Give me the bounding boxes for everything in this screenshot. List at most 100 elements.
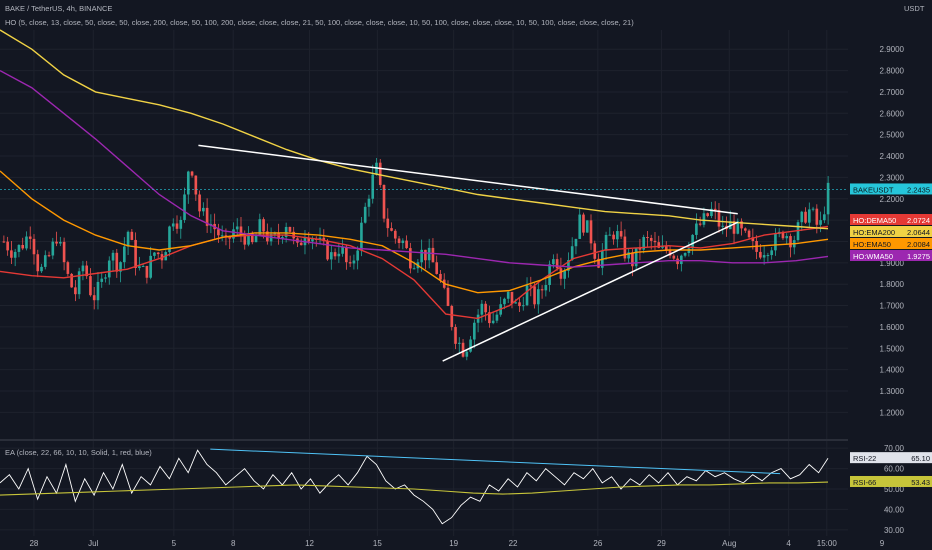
candle-body — [156, 252, 160, 255]
candle-body — [66, 262, 70, 274]
candle-body — [510, 291, 514, 304]
candle-body — [593, 243, 597, 259]
x-tick-label: 15:00 — [817, 539, 838, 548]
candle-body — [341, 246, 344, 254]
candle-body — [179, 219, 183, 229]
candle-body — [100, 278, 104, 282]
currency-label: USDT — [904, 4, 925, 13]
label-value: 2.0644 — [907, 228, 930, 237]
candle-body — [649, 237, 653, 241]
candle-body — [435, 262, 439, 274]
y-tick-label: 2.8000 — [880, 67, 905, 76]
indicator-legend[interactable]: HO (5, close, 13, close, 50, close, 50, … — [5, 18, 634, 27]
candle-body — [491, 320, 495, 324]
candle-body — [333, 252, 337, 257]
osc-y-tick-label: 30.00 — [884, 526, 905, 535]
x-tick-label: Jul — [88, 539, 98, 548]
price-label-ho-wma50: HO:WMA50 1.9275 — [850, 250, 932, 261]
candle-body — [770, 250, 773, 256]
y-tick-label: 2.4000 — [880, 152, 905, 161]
candle-body — [55, 241, 58, 244]
label-value: 2.2435 — [907, 185, 930, 194]
x-tick-label: 9 — [880, 539, 885, 548]
candle-body — [123, 246, 126, 263]
candle-body — [544, 285, 548, 291]
candle-body — [224, 235, 228, 237]
candle-body — [766, 255, 770, 257]
y-tick-label: 1.3000 — [880, 387, 905, 396]
candle-body — [74, 287, 77, 295]
candle-body — [262, 219, 265, 232]
price-label-ho-ema50: HO:EMA50 2.0084 — [850, 238, 932, 249]
price-label-rsi-66: RSI-66 53.43 — [850, 475, 932, 487]
candle-body — [360, 222, 363, 251]
rsi-66-line — [0, 481, 829, 496]
y-tick-label: 1.6000 — [880, 323, 905, 332]
candle-body — [134, 239, 137, 269]
candle-body — [521, 305, 525, 307]
label-name: HO:EMA50 — [853, 240, 891, 249]
y-tick-label: 1.4000 — [880, 366, 905, 375]
candle-body — [190, 171, 194, 176]
candle-body — [585, 220, 589, 233]
candle-body — [356, 250, 359, 261]
candle-body — [32, 238, 36, 255]
candle-body — [284, 226, 288, 238]
ascending-support-line — [442, 221, 739, 362]
candle-body — [322, 237, 326, 242]
candle-body — [488, 312, 491, 324]
candle-body — [616, 231, 619, 240]
candle-body — [330, 252, 333, 260]
candle-body — [205, 207, 209, 226]
candle-body — [175, 223, 179, 229]
candle-body — [785, 236, 789, 239]
candle-body — [518, 302, 521, 307]
candle-body — [638, 247, 642, 250]
candle-body — [243, 234, 247, 245]
candle-body — [570, 246, 574, 261]
candle-body — [288, 226, 292, 232]
x-tick-label: 29 — [657, 539, 666, 548]
candle-body — [337, 253, 341, 257]
candle-body — [363, 206, 367, 223]
price-labels: BAKEUSDT 2.2435 HO:DEMA50 2.0724 HO:EMA200 2.… — [850, 183, 932, 487]
ma-line-ho-dema50 — [0, 225, 829, 320]
candle-body — [646, 237, 649, 239]
candle-body — [529, 285, 533, 287]
label-bg — [850, 214, 932, 225]
y-tick-label: 1.9000 — [880, 259, 905, 268]
label-bg — [850, 183, 932, 195]
candle-body — [503, 298, 506, 305]
oscillator-pane — [0, 447, 848, 531]
candle-body — [540, 289, 544, 291]
label-value: 65.10 — [911, 454, 930, 463]
candle-body — [307, 237, 311, 242]
y-tick-label: 1.8000 — [880, 280, 905, 289]
candle-body — [171, 223, 175, 227]
oscillator-legend[interactable]: EA (close, 22, 66, 10, 10, Solid, 1, red… — [5, 448, 152, 457]
osc-y-tick-label: 40.00 — [884, 505, 905, 514]
candle-body — [130, 231, 134, 240]
candle-body — [10, 250, 13, 258]
candle-body — [145, 266, 149, 278]
price-label-bakeusdt: BAKEUSDT 2.2435 — [850, 183, 932, 195]
candle-body — [717, 210, 721, 227]
candle-body — [70, 273, 73, 288]
candle-body — [537, 289, 540, 305]
candle-body — [183, 194, 186, 220]
label-name: HO:WMA50 — [853, 252, 893, 261]
candle-body — [431, 247, 435, 263]
osc-y-tick-label: 50.00 — [884, 485, 905, 494]
symbol-title[interactable]: BAKE / TetherUS, 4h, BINANCE — [5, 4, 113, 13]
candle-body — [21, 244, 25, 249]
candle-body — [469, 339, 472, 352]
candle-body — [81, 265, 85, 272]
candle-body — [43, 255, 47, 267]
candle-body — [702, 213, 706, 225]
candle-body — [608, 234, 612, 236]
candle-body — [2, 241, 6, 243]
candles — [2, 157, 830, 361]
candle-body — [77, 271, 81, 295]
candle-body — [668, 249, 672, 256]
label-name: RSI-22 — [853, 454, 876, 463]
